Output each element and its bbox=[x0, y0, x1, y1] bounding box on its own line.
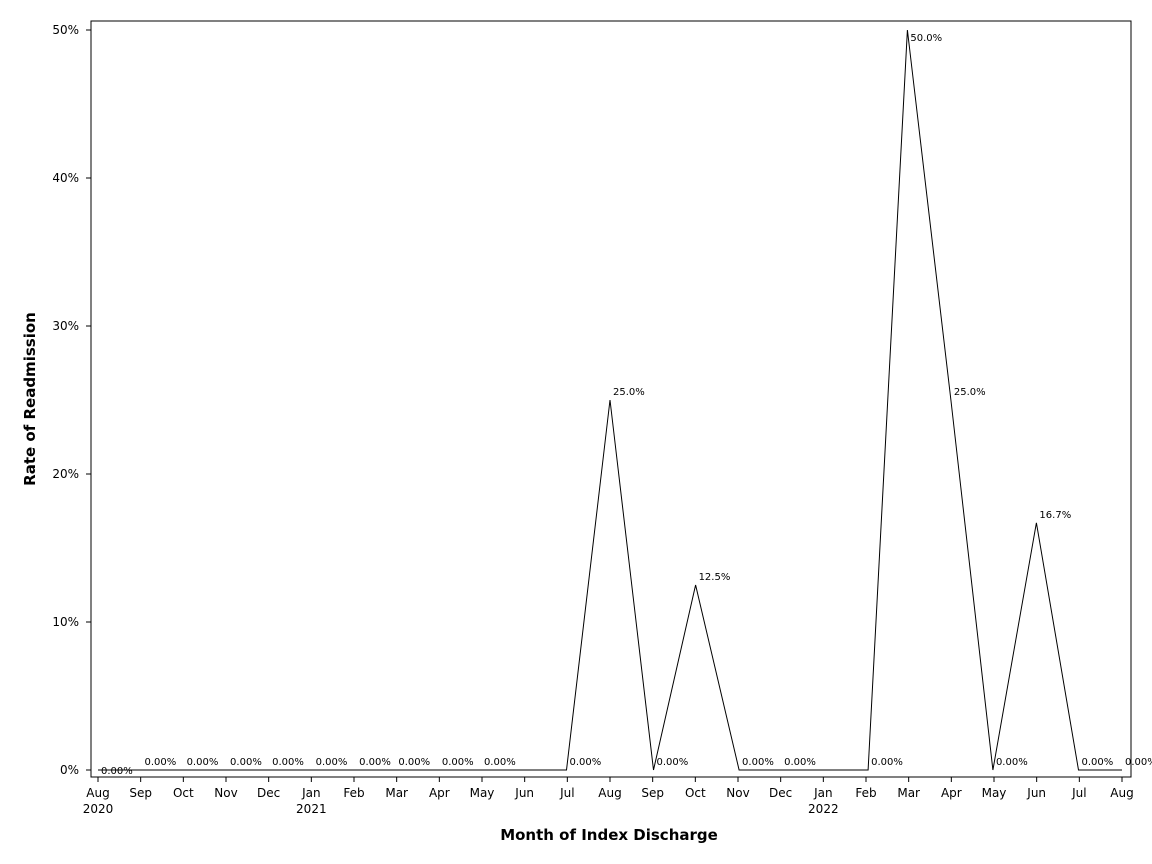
x-tick-label: Nov bbox=[726, 786, 749, 800]
x-tick-label: Jul bbox=[559, 786, 574, 800]
plot-frame bbox=[90, 20, 1132, 778]
data-label: 50.0% bbox=[910, 33, 942, 44]
x-axis: Aug 2020 Sep Oct Nov Dec Jan 2021 Feb Mar Apr May Ju… bbox=[83, 777, 1134, 816]
x-tick-label: Oct bbox=[685, 786, 706, 800]
x-tick-label: Dec bbox=[257, 786, 280, 800]
y-tick-label: 20% bbox=[52, 467, 79, 481]
y-axis: 0% 10% 20% 30% 40% 50% bbox=[52, 23, 91, 777]
x-tick-label: Sep bbox=[129, 786, 152, 800]
y-tick-label: 0% bbox=[60, 763, 79, 777]
x-tick-label: Oct bbox=[173, 786, 194, 800]
x-tick-label: Apr bbox=[941, 786, 962, 800]
x-tick-label: Jun bbox=[1026, 786, 1046, 800]
x-tick-label: Apr bbox=[429, 786, 450, 800]
data-label: 25.0% bbox=[954, 387, 986, 398]
x-tick-year-label: 2021 bbox=[296, 802, 327, 816]
x-tick-label: Feb bbox=[343, 786, 364, 800]
data-label: 0.00% bbox=[316, 757, 348, 768]
x-tick-label: Jun bbox=[514, 786, 534, 800]
x-tick-label: Dec bbox=[769, 786, 792, 800]
x-tick-label: Sep bbox=[641, 786, 664, 800]
x-tick-label: May bbox=[982, 786, 1007, 800]
data-label: 0.00% bbox=[871, 757, 903, 768]
x-tick-label: Feb bbox=[855, 786, 876, 800]
x-tick-label: Mar bbox=[897, 786, 920, 800]
y-tick-label: 40% bbox=[52, 171, 79, 185]
x-tick-label: Aug bbox=[598, 786, 621, 800]
x-tick-year-label: 2020 bbox=[83, 802, 114, 816]
data-label: 0.00% bbox=[187, 757, 219, 768]
data-label: 0.00% bbox=[656, 757, 688, 768]
data-label: 0.00% bbox=[484, 757, 516, 768]
data-label: 0.00% bbox=[1082, 757, 1114, 768]
data-label: 0.00% bbox=[144, 757, 176, 768]
data-label: 0.00% bbox=[570, 757, 602, 768]
data-label: 0.00% bbox=[272, 757, 304, 768]
data-label: 0.00% bbox=[742, 757, 774, 768]
data-label: 0.00% bbox=[230, 757, 262, 768]
x-tick-label: Aug bbox=[1110, 786, 1133, 800]
data-label: 0.00% bbox=[359, 757, 391, 768]
data-labels: 0.00% 0.00% 0.00% 0.00% 0.00% 0.00% 0.00% 0.00%… bbox=[101, 33, 1152, 777]
data-label: 0.00% bbox=[1125, 757, 1152, 768]
data-label: 0.00% bbox=[442, 757, 474, 768]
x-tick-label: Mar bbox=[385, 786, 408, 800]
y-tick-label: 30% bbox=[52, 319, 79, 333]
data-label: 0.00% bbox=[784, 757, 816, 768]
x-tick-label: Aug bbox=[86, 786, 109, 800]
x-tick-label: May bbox=[470, 786, 495, 800]
x-tick-label: Nov bbox=[214, 786, 237, 800]
y-axis-title: Rate of Readmission bbox=[21, 312, 39, 486]
x-tick-year-label: 2022 bbox=[808, 802, 839, 816]
data-label: 0.00% bbox=[101, 766, 133, 777]
y-tick-label: 10% bbox=[52, 615, 79, 629]
data-label: 0.00% bbox=[398, 757, 430, 768]
x-axis-title: Month of Index Discharge bbox=[500, 826, 718, 844]
x-tick-label: Jan bbox=[813, 786, 833, 800]
data-label: 16.7% bbox=[1039, 510, 1071, 521]
x-tick-label: Jan bbox=[301, 786, 321, 800]
data-label: 12.5% bbox=[699, 572, 731, 583]
y-tick-label: 50% bbox=[52, 23, 79, 37]
data-label: 25.0% bbox=[613, 387, 645, 398]
readmission-rate-line bbox=[98, 29, 1122, 771]
data-label: 0.00% bbox=[996, 757, 1028, 768]
x-tick-label: Jul bbox=[1071, 786, 1086, 800]
